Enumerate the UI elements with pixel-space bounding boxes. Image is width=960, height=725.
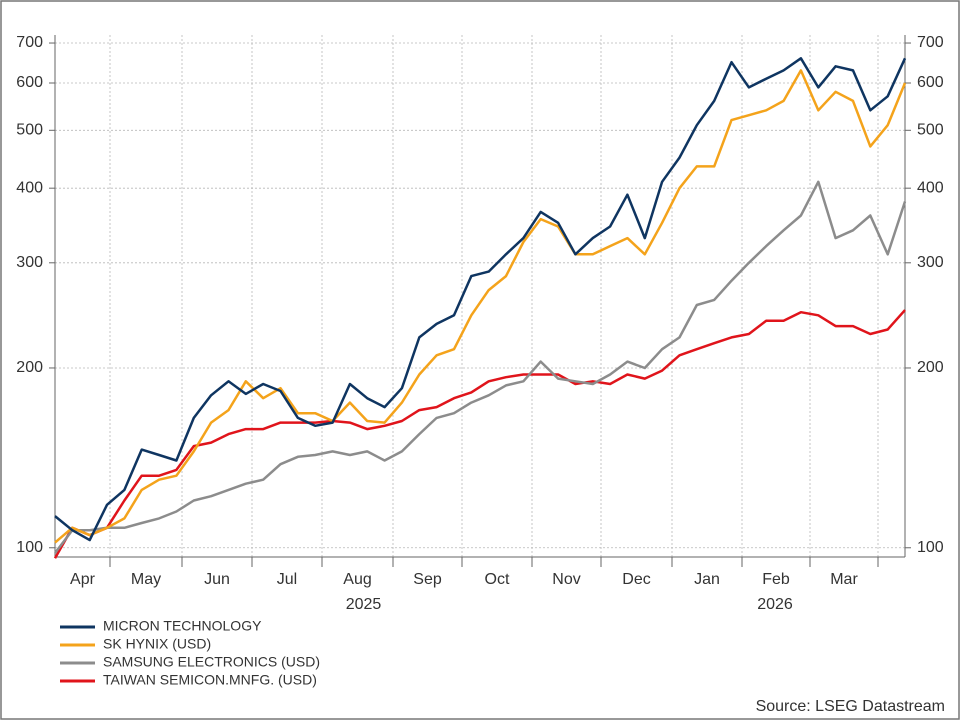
legend-label: MICRON TECHNOLOGY — [103, 618, 262, 634]
legend-label: SK HYNIX (USD) — [103, 636, 211, 652]
y2-tick-label: 600 — [917, 74, 944, 91]
y-tick-label: 500 — [16, 122, 43, 139]
x-tick-label: Mar — [830, 571, 858, 588]
x-tick-label: Nov — [552, 571, 580, 588]
y2-tick-label: 100 — [917, 539, 944, 556]
y2-tick-label: 200 — [917, 359, 944, 376]
y2-tick-label: 700 — [917, 34, 944, 51]
legend-label: TAIWAN SEMICON.MNFG. (USD) — [103, 672, 317, 688]
y-tick-label: 700 — [16, 34, 43, 51]
x-tick-label: Aug — [343, 571, 371, 588]
series-line — [54, 180, 907, 554]
x-tick-label: Jul — [277, 571, 297, 588]
y-tick-label: 200 — [16, 359, 43, 376]
y-tick-label: 100 — [16, 539, 43, 556]
y2-tick-label: 500 — [917, 122, 944, 139]
year-label: 2026 — [757, 596, 793, 613]
x-tick-label: Jun — [204, 571, 230, 588]
series-line — [53, 309, 906, 559]
series-line — [54, 57, 907, 542]
y-tick-label: 300 — [16, 254, 43, 271]
x-tick-label: Dec — [622, 571, 650, 588]
x-tick-label: Oct — [485, 571, 510, 588]
x-tick-label: May — [131, 571, 161, 588]
legend-label: SAMSUNG ELECTRONICS (USD) — [103, 654, 320, 670]
source-note: Source: LSEG Datastream — [756, 698, 945, 715]
y2-tick-label: 300 — [917, 254, 944, 271]
y-tick-label: 400 — [16, 179, 43, 196]
x-tick-label: Feb — [762, 571, 790, 588]
x-tick-label: Sep — [413, 571, 442, 588]
series-line — [54, 69, 907, 544]
y-tick-label: 600 — [16, 74, 43, 91]
year-label: 2025 — [346, 596, 382, 613]
x-tick-label: Apr — [70, 571, 96, 588]
y2-tick-label: 400 — [917, 179, 944, 196]
x-tick-label: Jan — [694, 571, 720, 588]
